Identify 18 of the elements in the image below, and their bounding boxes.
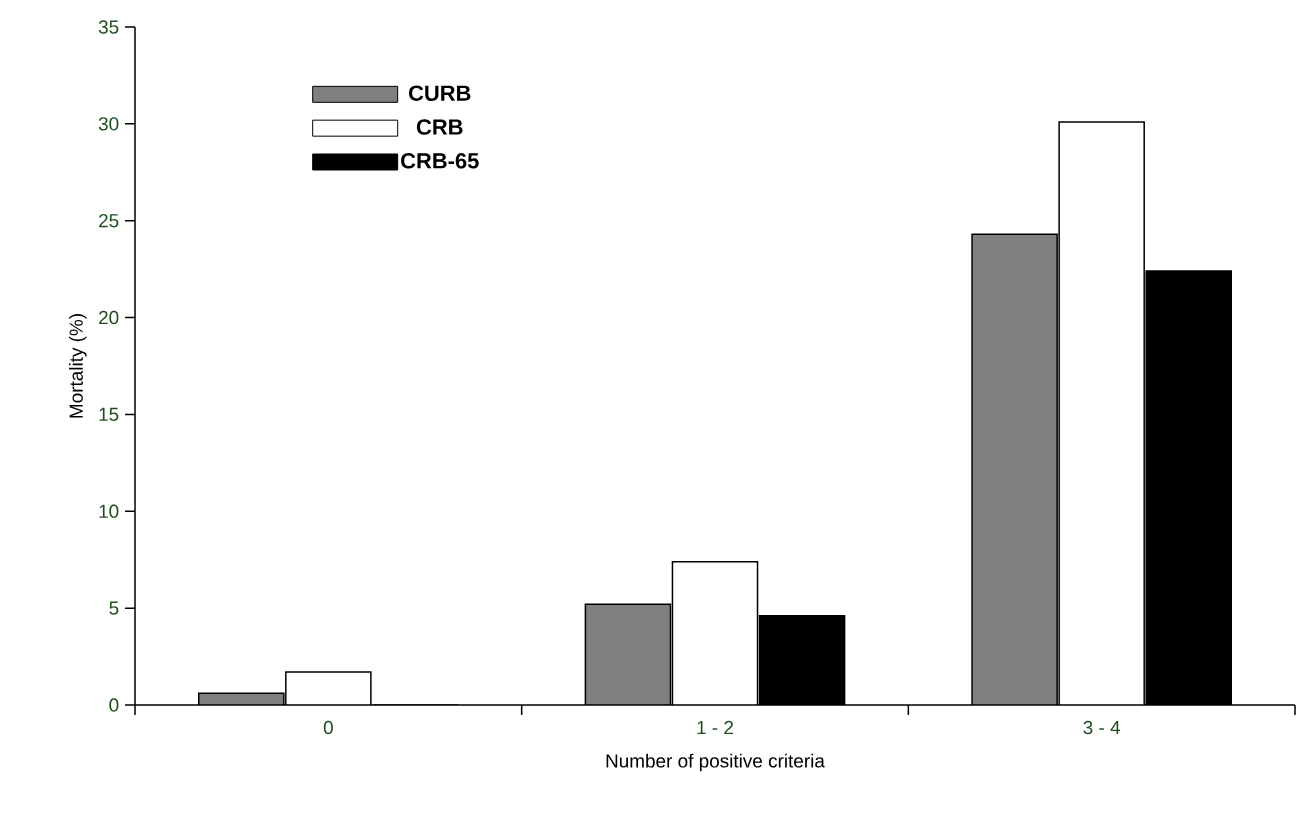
x-tick-label: 1 - 2 xyxy=(697,720,733,735)
y-tick-label: 25 xyxy=(99,214,119,228)
y-tick-label: 10 xyxy=(99,504,119,518)
y-tick-label: 20 xyxy=(99,310,119,325)
y-tick-label: 35 xyxy=(98,20,119,34)
x-tick-label: 0 xyxy=(323,720,333,735)
y-tick-label: 30 xyxy=(98,117,119,131)
y-tick-label: 15 xyxy=(99,407,119,422)
x-axis-title: Number of positive criteria xyxy=(606,753,825,772)
y-axis-title: Mortality (%) xyxy=(68,314,87,418)
bar xyxy=(971,233,1058,705)
y-tick-label: 0 xyxy=(109,698,119,712)
x-tick-label: 3 - 4 xyxy=(1083,720,1121,735)
legend-label: CURB xyxy=(409,85,471,101)
bar xyxy=(585,604,671,705)
legend-label: CRB xyxy=(416,119,463,135)
y-tick-label: 5 xyxy=(109,601,119,615)
legend-label: CRB-65 xyxy=(401,153,479,169)
